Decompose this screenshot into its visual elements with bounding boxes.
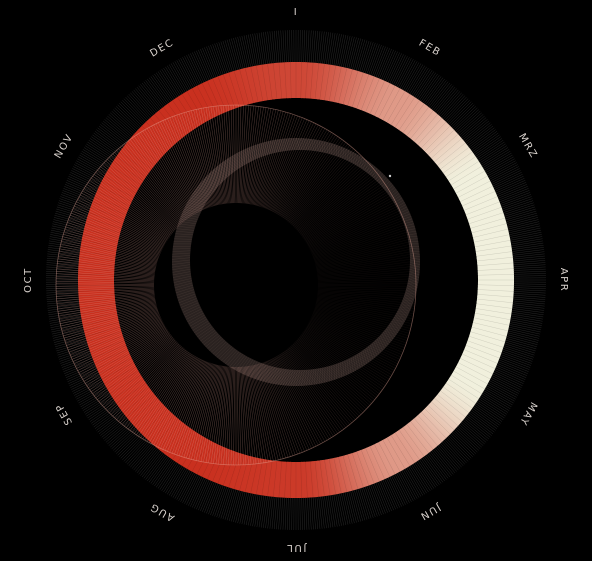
month-label-mrz: MRZ: [516, 132, 539, 161]
month-label-i: I: [294, 7, 299, 18]
month-label-jul: JUL: [286, 542, 308, 553]
month-label-dec: DEC: [148, 37, 176, 59]
month-label-feb: FEB: [417, 38, 443, 59]
month-label-sep: SEP: [54, 401, 75, 427]
inner-shadow-texture: [171, 137, 421, 387]
month-label-jun: JUN: [417, 501, 443, 522]
data-annulus: [77, 61, 515, 499]
annulus-texture: [78, 62, 514, 498]
pink-ray-boundary: [55, 104, 417, 466]
month-label-nov: NOV: [53, 132, 76, 161]
month-label-aug: AUG: [148, 500, 177, 523]
month-label-oct: OCT: [23, 267, 34, 293]
month-label-apr: APR: [558, 268, 569, 293]
marker-dot: [388, 174, 392, 178]
outer-tick-ring: [46, 30, 546, 530]
month-label-may: MAY: [516, 400, 538, 428]
center-hole: [190, 150, 410, 370]
pink-ray-fan: [56, 105, 416, 465]
